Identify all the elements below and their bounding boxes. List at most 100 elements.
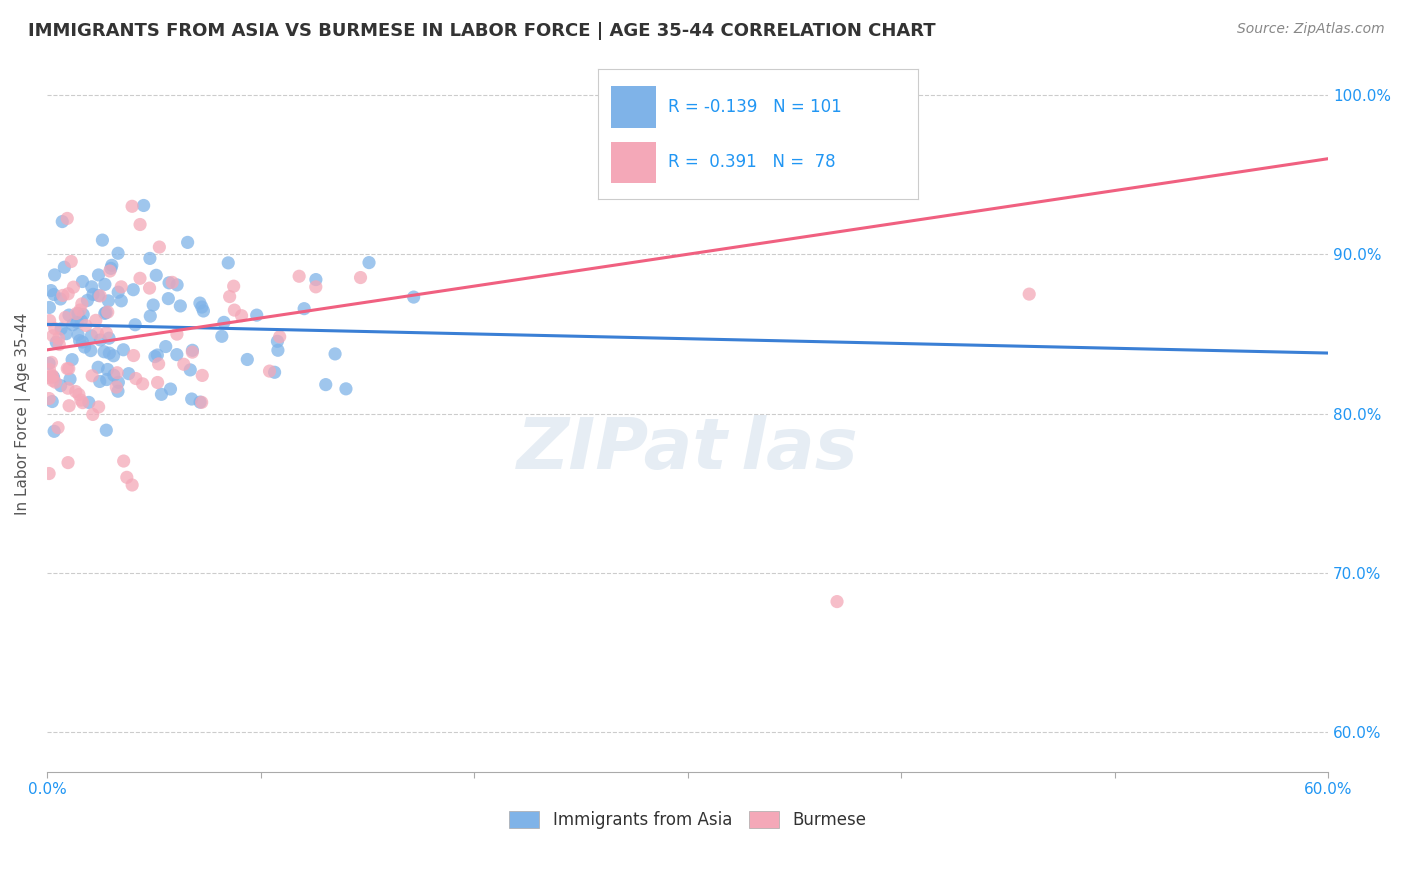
Point bbox=[38, 362, 60, 376]
Point bbox=[69, 334, 91, 348]
Point bbox=[115, 470, 138, 484]
Point bbox=[97, 305, 120, 319]
Point bbox=[148, 357, 170, 371]
Point bbox=[75, 318, 97, 333]
Point bbox=[49, 322, 72, 336]
Point bbox=[188, 395, 211, 409]
Point bbox=[107, 384, 129, 399]
Point bbox=[38, 392, 60, 406]
Point bbox=[157, 276, 180, 290]
Point bbox=[107, 285, 129, 300]
Text: ZIPat las: ZIPat las bbox=[516, 415, 859, 484]
Point bbox=[190, 395, 212, 409]
Point bbox=[217, 256, 239, 270]
Point bbox=[96, 423, 118, 437]
Point bbox=[44, 321, 66, 335]
Point bbox=[305, 272, 328, 286]
Point bbox=[60, 254, 83, 268]
Point bbox=[267, 343, 290, 358]
Text: IMMIGRANTS FROM ASIA VS BURMESE IN LABOR FORCE | AGE 35-44 CORRELATION CHART: IMMIGRANTS FROM ASIA VS BURMESE IN LABOR… bbox=[28, 22, 936, 40]
Point bbox=[67, 307, 90, 321]
Legend: Immigrants from Asia, Burmese: Immigrants from Asia, Burmese bbox=[502, 804, 873, 836]
Point bbox=[101, 258, 124, 272]
Point bbox=[80, 280, 103, 294]
Point bbox=[157, 292, 180, 306]
Point bbox=[129, 271, 152, 285]
Point bbox=[222, 279, 245, 293]
Point bbox=[288, 269, 311, 284]
Point bbox=[62, 318, 84, 332]
Point bbox=[100, 261, 122, 276]
Point bbox=[96, 326, 118, 340]
Point bbox=[315, 377, 337, 392]
Point bbox=[65, 307, 87, 321]
Point bbox=[143, 350, 166, 364]
Point bbox=[125, 371, 148, 385]
Point bbox=[66, 327, 89, 342]
Point bbox=[166, 327, 188, 342]
Point bbox=[58, 308, 80, 322]
Point bbox=[65, 384, 87, 399]
Point bbox=[1018, 287, 1040, 301]
Point bbox=[86, 326, 108, 341]
Point bbox=[146, 348, 169, 362]
Point bbox=[70, 297, 93, 311]
Point bbox=[259, 364, 281, 378]
Point bbox=[98, 264, 121, 278]
Point bbox=[62, 280, 84, 294]
Point bbox=[70, 314, 93, 328]
Point bbox=[112, 454, 135, 468]
Point bbox=[41, 394, 63, 409]
Point bbox=[825, 594, 848, 608]
Point bbox=[91, 233, 114, 247]
Point bbox=[129, 218, 152, 232]
Point bbox=[121, 199, 143, 213]
Point bbox=[38, 467, 60, 481]
Point bbox=[80, 343, 103, 358]
Point bbox=[124, 318, 146, 332]
Point bbox=[173, 357, 195, 371]
Point bbox=[188, 296, 211, 310]
Point bbox=[72, 395, 94, 409]
Point bbox=[89, 333, 111, 347]
Point bbox=[48, 331, 70, 345]
Point bbox=[58, 361, 80, 376]
Point bbox=[246, 308, 269, 322]
Point bbox=[39, 284, 62, 298]
Point bbox=[139, 309, 162, 323]
Point bbox=[181, 343, 204, 358]
Point bbox=[38, 301, 60, 315]
Point bbox=[41, 355, 63, 369]
Point bbox=[148, 240, 170, 254]
Point bbox=[105, 366, 128, 380]
Point bbox=[72, 308, 94, 322]
Point bbox=[112, 343, 135, 357]
Point bbox=[82, 287, 104, 301]
Point bbox=[38, 313, 60, 327]
Point bbox=[60, 352, 83, 367]
Point bbox=[49, 292, 72, 306]
Point bbox=[145, 268, 167, 283]
Point bbox=[103, 368, 125, 383]
Point bbox=[41, 369, 63, 384]
Point bbox=[97, 362, 120, 376]
Point bbox=[105, 380, 128, 394]
Point bbox=[93, 344, 115, 359]
Point bbox=[52, 288, 75, 302]
Point bbox=[741, 80, 763, 95]
Point bbox=[98, 331, 121, 345]
Point bbox=[58, 399, 80, 413]
Text: Source: ZipAtlas.com: Source: ZipAtlas.com bbox=[1237, 22, 1385, 37]
Point bbox=[73, 340, 96, 354]
Point bbox=[146, 376, 169, 390]
Point bbox=[56, 286, 79, 301]
Point bbox=[103, 349, 125, 363]
Point bbox=[138, 281, 160, 295]
Point bbox=[357, 255, 380, 269]
Point bbox=[176, 235, 198, 250]
Point bbox=[53, 260, 76, 275]
Point bbox=[84, 313, 107, 327]
Point bbox=[72, 275, 94, 289]
Point bbox=[107, 376, 129, 390]
Point bbox=[269, 329, 291, 343]
